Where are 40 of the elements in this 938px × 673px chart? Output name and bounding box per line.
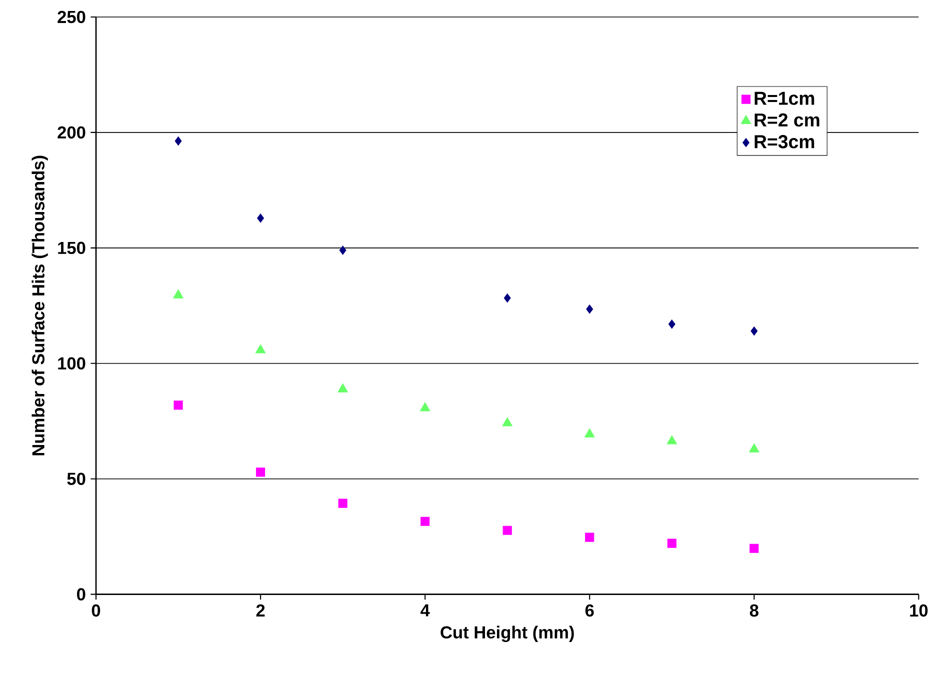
point: [750, 544, 759, 553]
legend-label: R=3cm: [754, 135, 814, 148]
point: [174, 136, 182, 146]
point: [338, 498, 348, 508]
point: [504, 293, 511, 303]
x-tick-label: 2: [256, 604, 265, 616]
point: [668, 320, 676, 329]
point: [586, 304, 594, 314]
legend-label: R=1cm: [754, 92, 814, 105]
x-tick-label: 6: [585, 604, 594, 617]
legend-label: R=2 cm: [754, 113, 820, 127]
y-tick-label: 0: [77, 588, 86, 600]
point: [584, 428, 595, 438]
y-tick-label: 250: [58, 10, 86, 24]
point: [339, 246, 346, 255]
point: [173, 289, 184, 298]
point: [256, 468, 266, 477]
point: [749, 443, 760, 452]
x-tick-label: 8: [750, 604, 758, 617]
point: [420, 516, 430, 526]
point: [750, 326, 758, 336]
point: [338, 383, 348, 392]
point: [502, 417, 512, 426]
x-tick-label: 0: [92, 604, 100, 617]
y-tick-label: 200: [58, 126, 86, 139]
point: [667, 538, 676, 548]
point: [255, 344, 266, 354]
x-tick-label: 10: [910, 604, 928, 617]
y-tick-label: 100: [58, 357, 86, 370]
point: [502, 526, 512, 535]
x-tick-label: 4: [420, 604, 430, 616]
point: [257, 214, 264, 223]
point: [585, 532, 594, 542]
point: [666, 435, 677, 444]
y-tick-label: 150: [58, 242, 86, 254]
point: [420, 402, 430, 412]
y-tick-label: 50: [67, 472, 86, 485]
x-axis-title: Cut Height (mm): [440, 626, 574, 642]
point: [174, 400, 183, 410]
y-axis-title: Number of Surface Hits (Thousands): [32, 156, 48, 456]
